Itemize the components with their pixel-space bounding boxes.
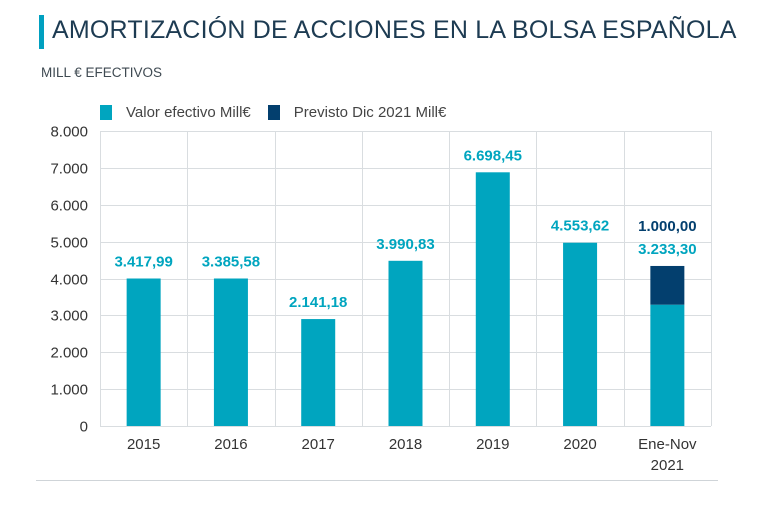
x-tick-label: 2015 [127,436,160,453]
x-tick-label: Ene-Nov [638,436,697,453]
bar-previsto [650,265,685,305]
legend-label-previsto: Previsto Dic 2021 Mill€ [293,104,447,121]
data-label-valor: 6.698,45 [464,147,522,164]
bar-valor-efectivo [301,319,336,426]
y-tick-label: 4.000 [50,272,88,289]
y-tick-label: 5.000 [50,235,88,252]
x-tick-label: 2019 [476,436,509,453]
bar-valor-efectivo [126,278,161,426]
data-label-valor: 3.990,83 [376,236,434,253]
data-label-valor: 3.385,58 [202,254,260,271]
y-tick-label: 0 [80,419,88,436]
y-tick-label: 6.000 [50,198,88,215]
x-tick-label: 2020 [563,436,596,453]
bar-valor-efectivo [563,242,598,426]
legend-item-previsto: Previsto Dic 2021 Mill€ [267,104,447,121]
x-tick-label: 2016 [214,436,247,453]
y-tick-label: 1.000 [50,382,88,399]
data-label-valor: 2.141,18 [289,294,347,311]
data-label-valor: 4.553,62 [551,218,609,235]
bar-valor-efectivo [388,260,423,426]
legend-label-valor: Valor efectivo Mill€ [126,104,251,121]
data-label-valor: 3.233,30 [638,241,696,258]
bar-valor-efectivo [475,172,510,426]
bar-valor-efectivo [213,278,248,426]
chart-legend: Valor efectivo Mill€ Previsto Dic 2021 M… [100,104,463,121]
x-tick-label: 2017 [302,436,335,453]
y-tick-label: 7.000 [50,161,88,178]
x-tick-label: 2018 [389,436,422,453]
footer-divider [36,480,718,481]
chart-subtitle: MILL € EFECTIVOS [41,65,163,80]
y-tick-label: 3.000 [50,308,88,325]
legend-item-valor: Valor efectivo Mill€ [100,104,251,121]
legend-swatch-previsto [267,105,280,120]
y-tick-label: 8.000 [50,124,88,141]
data-label-valor: 3.417,99 [114,254,172,271]
title-accent-bar [39,15,44,49]
data-label-previsto: 1.000,00 [638,218,696,235]
legend-swatch-valor [100,105,112,120]
chart-title: AMORTIZACIÓN DE ACCIONES EN LA BOLSA ESP… [52,16,737,44]
bar-valor-efectivo [650,304,685,426]
y-tick-label: 2.000 [50,345,88,362]
x-tick-label: 2021 [651,457,684,474]
